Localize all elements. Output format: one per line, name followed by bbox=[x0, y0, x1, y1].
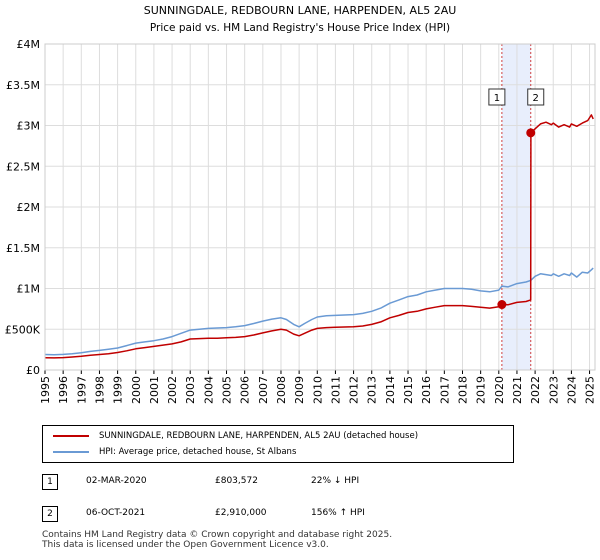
sale-date: 02-MAR-2020 bbox=[86, 476, 147, 486]
x-tick-label: 2015 bbox=[402, 376, 415, 404]
x-tick-label: 2010 bbox=[311, 376, 324, 404]
x-tick-label: 2021 bbox=[511, 376, 524, 404]
x-tick-label: 2019 bbox=[475, 376, 488, 404]
property-price-line bbox=[44, 114, 594, 359]
series-layer bbox=[44, 114, 594, 359]
x-tick-label: 2017 bbox=[438, 376, 451, 404]
x-tick-label: 1995 bbox=[39, 376, 52, 404]
x-tick-label: 2001 bbox=[148, 376, 161, 404]
legend-label-property: SUNNINGDALE, REDBOURN LANE, HARPENDEN, A… bbox=[99, 431, 419, 441]
sale-point bbox=[497, 300, 507, 310]
y-tick-label: £4M bbox=[17, 38, 41, 51]
x-tick-label: 2005 bbox=[221, 376, 234, 404]
sale-point bbox=[526, 128, 536, 138]
chart-title: SUNNINGDALE, REDBOURN LANE, HARPENDEN, A… bbox=[144, 4, 457, 17]
axis-layer: £0 £500K £1M £1.5M £2M £2.5M £3M £3.5M £4M 1995 19… bbox=[5, 38, 597, 404]
x-tick-label: 2013 bbox=[366, 376, 379, 404]
y-tick-label: £3M bbox=[17, 120, 41, 133]
sale-label-number: 2 bbox=[533, 93, 539, 104]
x-tick-label: 2016 bbox=[420, 376, 433, 404]
x-tick-label: 2025 bbox=[584, 376, 597, 404]
legend-swatch-property bbox=[53, 435, 89, 437]
sale-label-box bbox=[488, 88, 506, 106]
sale-number-badge: 2 bbox=[42, 506, 58, 522]
grid bbox=[44, 43, 595, 371]
x-tick-label: 1997 bbox=[75, 376, 88, 404]
footer-copyright: Contains HM Land Registry data © Crown c… bbox=[42, 530, 393, 540]
x-tick-label: 2020 bbox=[493, 376, 506, 404]
x-tick-label: 2024 bbox=[565, 376, 578, 404]
x-tick-label: 1999 bbox=[112, 376, 125, 404]
sale-label-number: 1 bbox=[494, 93, 500, 104]
x-tick-label: 2018 bbox=[456, 376, 469, 404]
y-tick-label: £2.5M bbox=[6, 160, 40, 173]
x-tick-label: 2000 bbox=[130, 376, 143, 404]
hpi-line bbox=[44, 267, 594, 356]
sale-date: 06-OCT-2021 bbox=[86, 508, 146, 518]
sale-number-badge: 1 bbox=[42, 474, 58, 490]
x-tick-label: 1996 bbox=[57, 376, 70, 404]
x-tick-label: 2009 bbox=[293, 376, 306, 404]
sale-hpi-change: 22% ↓ HPI bbox=[311, 476, 360, 486]
x-tick-label: 2003 bbox=[184, 376, 197, 404]
y-tick-label: £0 bbox=[26, 364, 40, 377]
footer: Contains HM Land Registry data © Crown c… bbox=[42, 530, 392, 550]
x-tick-label: 2008 bbox=[275, 376, 288, 404]
y-tick-label: £3.5M bbox=[6, 79, 40, 92]
chart-subtitle: Price paid vs. HM Land Registry's House … bbox=[150, 22, 450, 34]
sale-label-box bbox=[527, 88, 545, 106]
x-tick-label: 2011 bbox=[329, 376, 342, 404]
sale-hpi-change: 156% ↑ HPI bbox=[311, 508, 365, 518]
y-tick-label: £500K bbox=[5, 323, 41, 336]
x-tick-label: 2014 bbox=[384, 376, 397, 404]
x-tick-label: 2004 bbox=[202, 376, 215, 404]
x-tick-label: 2007 bbox=[257, 376, 270, 404]
x-tick-label: 2012 bbox=[348, 376, 361, 404]
legend-swatch-hpi bbox=[53, 451, 89, 453]
x-tick-label: 1998 bbox=[93, 376, 106, 404]
x-tick-label: 2002 bbox=[166, 376, 179, 404]
x-tick-label: 2022 bbox=[529, 376, 542, 404]
x-tick-label: 2023 bbox=[547, 376, 560, 404]
sale-price: £2,910,000 bbox=[215, 508, 267, 518]
y-tick-label: £1.5M bbox=[6, 242, 40, 255]
legend: SUNNINGDALE, REDBOURN LANE, HARPENDEN, A… bbox=[42, 425, 514, 463]
sale-price: £803,572 bbox=[215, 476, 258, 486]
y-tick-label: £2M bbox=[17, 201, 41, 214]
x-tick-label: 2006 bbox=[239, 376, 252, 404]
price-chart: SUNNINGDALE, REDBOURN LANE, HARPENDEN, A… bbox=[4, 4, 597, 404]
y-tick-label: £1M bbox=[17, 283, 41, 296]
plot-frame bbox=[44, 43, 596, 371]
legend-label-hpi: HPI: Average price, detached house, St A… bbox=[99, 447, 297, 457]
footer-licence: This data is licensed under the Open Gov… bbox=[42, 540, 329, 550]
